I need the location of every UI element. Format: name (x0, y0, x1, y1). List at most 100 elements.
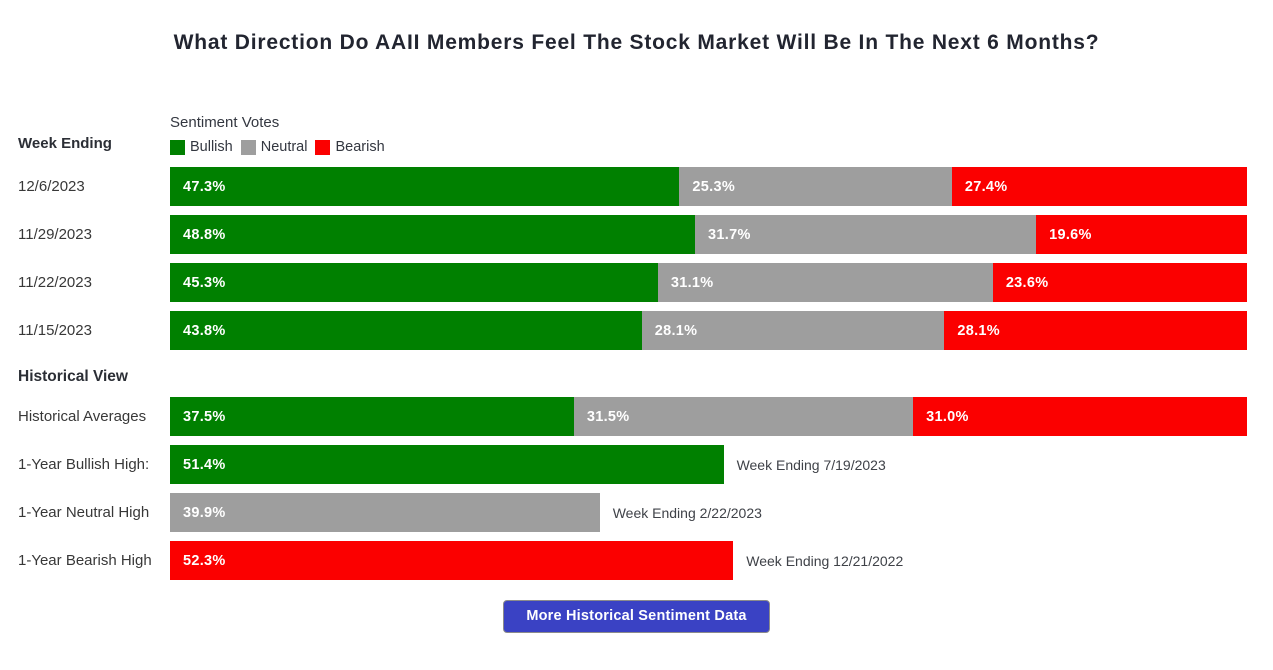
row-label-cell: 1-Year Neutral High (0, 493, 170, 532)
stacked-bar: 48.8% 31.7% 19.6% (170, 215, 1247, 254)
neutral-value-label: 31.1% (670, 274, 714, 291)
row-label: 12/6/2023 (18, 178, 85, 195)
bearish-value-label: 23.6% (1005, 274, 1049, 291)
row-label-cell: 1-Year Bearish High (0, 541, 170, 580)
bearish-value-label: 19.6% (1049, 226, 1092, 243)
bullish-swatch-icon (170, 139, 185, 155)
neutral-bar-segment: 31.1% (657, 263, 993, 302)
button-row: More Historical Sentiment Data (0, 600, 1273, 633)
row-bar-cell: 51.4% Week Ending 7/19/2023 (170, 445, 1247, 484)
weekly-row: 11/15/2023 43.8% 28.1% 28.1% (0, 311, 1247, 350)
bearish-value-label: 28.1% (957, 322, 1000, 339)
neutral-bar-segment: 31.7% (695, 215, 1037, 254)
bearish-value-label: 52.3% (183, 552, 226, 569)
bullish-bar-segment: 43.8% (170, 311, 642, 350)
row-label-cell: Historical Averages (0, 397, 170, 436)
neutral-value-label: 25.3% (692, 178, 736, 195)
bearish-value-label: 27.4% (964, 178, 1008, 195)
bearish-swatch-icon (315, 139, 331, 155)
historical-view-heading: Historical View (18, 368, 128, 385)
bullish-bar-segment: 37.5% (170, 397, 574, 436)
row-bar-cell: 37.5% 31.5% 31.0% (170, 397, 1247, 436)
one-year-bearish-high-row: 1-Year Bearish High 52.3% Week Ending 12/2… (0, 541, 1247, 580)
stacked-bar: 51.4% Week Ending 7/19/2023 (170, 445, 1247, 484)
week-ending-annotation: Week Ending 7/19/2023 (736, 456, 886, 473)
sentiment-chart: Week Ending Sentiment Votes Bullish Neutr… (0, 114, 1273, 580)
bearish-bar-segment: 52.3% (170, 541, 734, 580)
bullish-bar-segment: 47.3% (170, 167, 680, 206)
week-ending-column-header-cell: Week Ending (0, 114, 170, 155)
historical-averages-row: Historical Averages 37.5% 31.5% 31.0% (0, 397, 1247, 436)
row-label: 11/29/2023 (18, 226, 92, 243)
row-label: 1-Year Bearish High (18, 552, 152, 569)
bearish-bar-segment: 31.0% (913, 397, 1247, 436)
bullish-value-label: 47.3% (183, 178, 226, 195)
row-bar-cell: 52.3% Week Ending 12/21/2022 (170, 541, 1247, 580)
stacked-bar: 47.3% 25.3% 27.4% (170, 167, 1247, 206)
bullish-value-label: 37.5% (183, 408, 226, 425)
row-label-cell: 1-Year Bullish High: (0, 445, 170, 484)
stacked-bar: 43.8% 28.1% 28.1% (170, 311, 1247, 350)
one-year-bullish-high-row: 1-Year Bullish High: 51.4% Week Ending 7/1… (0, 445, 1247, 484)
week-ending-annotation: Week Ending 2/22/2023 (612, 504, 762, 521)
neutral-value-label: 31.7% (708, 226, 751, 243)
legend-item-bearish: Bearish (315, 139, 385, 155)
legend-block: Sentiment Votes Bullish Neutral Bearish (170, 114, 1247, 155)
legend-label: Bearish (335, 139, 385, 155)
legend-item-neutral: Neutral (240, 139, 308, 155)
row-label-cell: 12/6/2023 (0, 167, 170, 206)
neutral-bar-segment: 25.3% (679, 167, 952, 206)
bearish-bar-segment: 23.6% (992, 263, 1247, 302)
historical-sentiment-rows: Historical Averages 37.5% 31.5% 31.0% 1-Year… (0, 397, 1247, 580)
neutral-bar-segment: 39.9% (170, 493, 600, 532)
bearish-bar-segment: 19.6% (1036, 215, 1247, 254)
bullish-bar-segment: 45.3% (170, 263, 658, 302)
row-label: 11/22/2023 (18, 274, 92, 291)
legend-label: Neutral (260, 139, 308, 155)
neutral-bar-segment: 28.1% (641, 311, 945, 350)
row-label-cell: 11/22/2023 (0, 263, 170, 302)
stacked-bar: 45.3% 31.1% 23.6% (170, 263, 1247, 302)
row-bar-cell: 47.3% 25.3% 27.4% (170, 167, 1247, 206)
legend-item-bullish: Bullish (170, 139, 233, 155)
legend-title: Sentiment Votes (170, 114, 280, 131)
week-ending-header: Week Ending (18, 135, 112, 152)
row-label: Historical Averages (18, 408, 147, 425)
bullish-value-label: 45.3% (183, 274, 226, 291)
weekly-row: 11/29/2023 48.8% 31.7% 19.6% (0, 215, 1247, 254)
bullish-bar-segment: 48.8% (170, 215, 696, 254)
row-bar-cell: 48.8% 31.7% 19.6% (170, 215, 1247, 254)
bullish-value-label: 43.8% (183, 322, 226, 339)
bearish-bar-segment: 27.4% (951, 167, 1247, 206)
neutral-value-label: 31.5% (586, 408, 630, 425)
row-bar-cell: 39.9% Week Ending 2/22/2023 (170, 493, 1247, 532)
neutral-swatch-icon (240, 139, 256, 155)
legend-label: Bullish (190, 139, 233, 155)
stacked-bar: 39.9% Week Ending 2/22/2023 (170, 493, 1247, 532)
stacked-bar: 37.5% 31.5% 31.0% (170, 397, 1247, 436)
row-label-cell: 11/29/2023 (0, 215, 170, 254)
row-label: 11/15/2023 (18, 322, 92, 339)
bullish-bar-segment: 51.4% (170, 445, 724, 484)
neutral-bar-segment: 31.5% (573, 397, 914, 436)
row-bar-cell: 43.8% 28.1% 28.1% (170, 311, 1247, 350)
more-historical-sentiment-data-button[interactable]: More Historical Sentiment Data (503, 600, 770, 633)
row-label: 1-Year Neutral High (18, 504, 150, 521)
weekly-row: 11/22/2023 45.3% 31.1% 23.6% (0, 263, 1247, 302)
neutral-value-label: 28.1% (654, 322, 698, 339)
weekly-row: 12/6/2023 47.3% 25.3% 27.4% (0, 167, 1247, 206)
neutral-value-label: 39.9% (183, 504, 226, 521)
weekly-sentiment-rows: 12/6/2023 47.3% 25.3% 27.4% 11/29/2023 48.8% 3… (0, 167, 1247, 350)
bearish-value-label: 31.0% (926, 408, 969, 425)
row-label: 1-Year Bullish High: (18, 456, 150, 473)
bullish-value-label: 48.8% (183, 226, 226, 243)
bearish-bar-segment: 28.1% (944, 311, 1247, 350)
row-bar-cell: 45.3% 31.1% 23.6% (170, 263, 1247, 302)
one-year-neutral-high-row: 1-Year Neutral High 39.9% Week Ending 2/22… (0, 493, 1247, 532)
week-ending-annotation: Week Ending 12/21/2022 (746, 552, 904, 569)
bullish-value-label: 51.4% (183, 456, 226, 473)
row-label-cell: 11/15/2023 (0, 311, 170, 350)
legend: Bullish Neutral Bearish (170, 139, 1247, 155)
stacked-bar: 52.3% Week Ending 12/21/2022 (170, 541, 1247, 580)
